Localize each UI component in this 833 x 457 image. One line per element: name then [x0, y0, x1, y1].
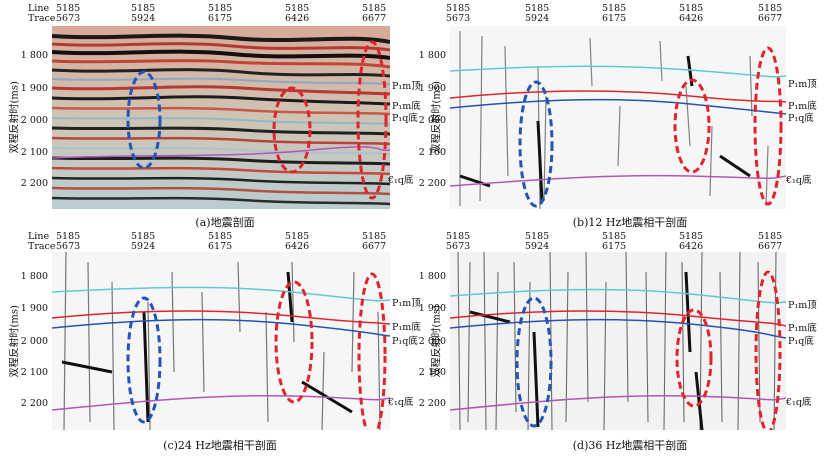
trace-value: 5673 — [56, 13, 81, 24]
y-tick: 2 000 — [20, 336, 48, 347]
line-value: 5185 — [446, 3, 471, 14]
line-value: 5185 — [362, 231, 387, 242]
line-value: 5185 — [56, 3, 81, 14]
line-value: 5185 — [131, 3, 156, 14]
line-value: 5185 — [131, 231, 156, 242]
y-tick: 1 900 — [418, 83, 446, 94]
line-value: 5185 — [56, 231, 81, 242]
y-tick: 2 100 — [20, 367, 48, 378]
y-tick: 1 800 — [20, 271, 48, 282]
line-value: 5185 — [208, 3, 233, 14]
y-tick: 1 900 — [418, 303, 446, 314]
y-tick: 2 200 — [418, 178, 446, 189]
coherence-section-24hz — [52, 252, 390, 430]
trace-value: 6175 — [208, 13, 233, 24]
trace-value: 6175 — [602, 13, 627, 24]
caption-d: (d)36 Hz地震相干剖面 — [572, 439, 688, 452]
y-tick: 2 000 — [20, 115, 48, 126]
horizon-label-c1q-bottom: €₁q底 — [786, 397, 812, 408]
line-value: 5185 — [362, 3, 387, 14]
horizon-label-p1m-bottom: P₁m底 — [392, 322, 421, 333]
caption-b: (b)12 Hz地震相干剖面 — [572, 216, 688, 229]
trace-value: 5673 — [446, 241, 471, 252]
line-header: Line — [28, 231, 50, 242]
y-tick: 2 200 — [20, 178, 48, 189]
trace-value: 5924 — [525, 241, 550, 252]
caption-a: (a)地震剖面 — [195, 216, 255, 229]
coherence-section-36hz — [450, 252, 786, 430]
trace-value: 5924 — [131, 241, 156, 252]
line-value: 5185 — [602, 3, 627, 14]
y-tick: 1 800 — [418, 50, 446, 61]
line-value: 5185 — [525, 3, 550, 14]
trace-value: 6426 — [679, 241, 704, 252]
horizon-label-p1m-bottom: P₁m底 — [788, 323, 817, 334]
y-tick: 2 100 — [20, 147, 48, 158]
line-value: 5185 — [446, 231, 471, 242]
trace-value: 6175 — [208, 241, 233, 252]
y-tick: 1 800 — [20, 50, 48, 61]
line-value: 5185 — [285, 3, 310, 14]
horizon-label-c1q-bottom: €₁q底 — [388, 175, 414, 186]
trace-value: 5673 — [56, 241, 81, 252]
horizon-label-p1m-top: P₁m顶 — [392, 81, 421, 92]
trace-value: 5673 — [446, 13, 471, 24]
line-header: Line — [28, 3, 50, 14]
line-value: 5185 — [679, 3, 704, 14]
seismic-section-image — [52, 26, 390, 209]
y-tick: 2 100 — [418, 367, 446, 378]
horizon-label-c1q-bottom: €₁q底 — [786, 175, 812, 186]
y-tick: 2 200 — [20, 398, 48, 409]
horizon-label-p1m-bottom: P₁m底 — [392, 101, 421, 112]
trace-value: 6677 — [362, 241, 387, 252]
coherence-section-12hz — [450, 26, 786, 209]
horizon-label-p1q-bottom: P₁q底 — [788, 336, 814, 347]
y-tick: 1 900 — [20, 303, 48, 314]
trace-value: 6426 — [285, 241, 310, 252]
line-value: 5185 — [679, 231, 704, 242]
trace-value: 6175 — [602, 241, 627, 252]
horizon-label-p1m-bottom: P₁m底 — [788, 101, 817, 112]
horizon-label-p1q-bottom: P₁q底 — [392, 336, 418, 347]
trace-value: 6677 — [758, 13, 783, 24]
horizon-label-p1q-bottom: P₁q底 — [392, 113, 418, 124]
caption-c: (c)24 Hz地震相干剖面 — [163, 439, 277, 452]
horizon-label-p1m-top: P₁m顶 — [788, 79, 817, 90]
y-tick: 2 200 — [418, 398, 446, 409]
line-value: 5185 — [758, 3, 783, 14]
y-tick: 2 000 — [418, 336, 446, 347]
y-tick: 2 000 — [418, 115, 446, 126]
line-value: 5185 — [758, 231, 783, 242]
trace-header: Trace — [28, 241, 56, 252]
line-value: 5185 — [602, 231, 627, 242]
trace-header: Trace — [28, 13, 56, 24]
line-value: 5185 — [525, 231, 550, 242]
y-tick: 1 900 — [20, 83, 48, 94]
horizon-label-c1q-bottom: €₁q底 — [388, 397, 414, 408]
y-tick: 1 800 — [418, 271, 446, 282]
trace-value: 6677 — [362, 13, 387, 24]
y-tick: 2 100 — [418, 147, 446, 158]
trace-value: 6426 — [679, 13, 704, 24]
trace-value: 6426 — [285, 13, 310, 24]
trace-value: 5924 — [131, 13, 156, 24]
horizon-label-p1m-top: P₁m顶 — [392, 298, 421, 309]
trace-value: 6677 — [758, 241, 783, 252]
line-value: 5185 — [208, 231, 233, 242]
line-value: 5185 — [285, 231, 310, 242]
horizon-label-p1m-top: P₁m顶 — [788, 300, 817, 311]
horizon-label-p1q-bottom: P₁q底 — [788, 113, 814, 124]
trace-value: 5924 — [525, 13, 550, 24]
